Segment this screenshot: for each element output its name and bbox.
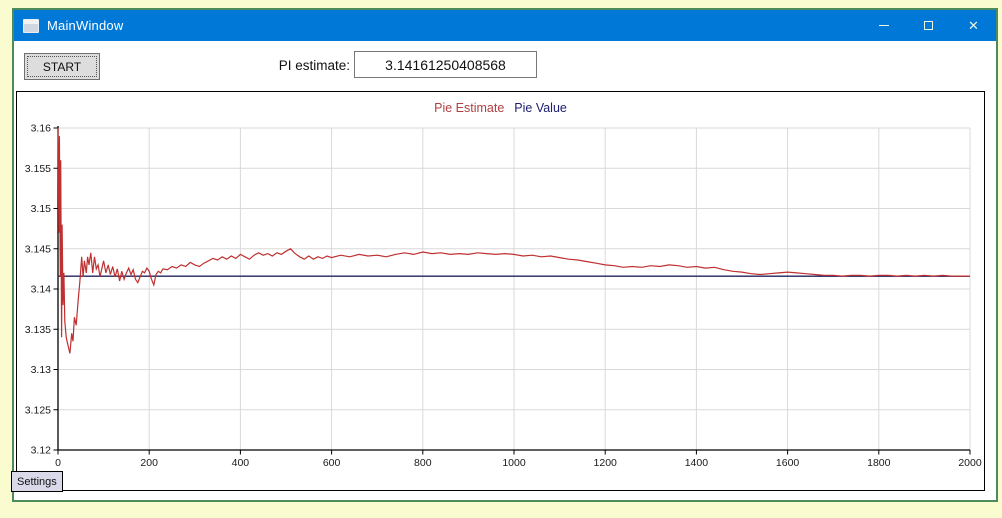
chart-legend: Pie Estimate Pie Value <box>17 101 984 115</box>
legend-pie-value: Pie Value <box>514 101 567 115</box>
svg-text:1800: 1800 <box>867 457 891 469</box>
window-title: MainWindow <box>47 18 124 33</box>
svg-text:400: 400 <box>232 457 250 469</box>
app-icon <box>23 18 39 33</box>
svg-text:3.16: 3.16 <box>31 123 52 135</box>
svg-text:3.145: 3.145 <box>25 243 51 255</box>
svg-text:3.135: 3.135 <box>25 324 51 336</box>
minimize-icon <box>878 25 889 26</box>
svg-text:3.13: 3.13 <box>31 364 52 376</box>
svg-text:3.125: 3.125 <box>25 404 51 416</box>
svg-text:800: 800 <box>414 457 432 469</box>
svg-text:1400: 1400 <box>685 457 709 469</box>
close-icon: ✕ <box>968 18 979 33</box>
maximize-button[interactable] <box>906 10 951 41</box>
tab-settings[interactable]: Settings <box>11 471 63 492</box>
legend-pie-estimate: Pie Estimate <box>434 101 505 115</box>
svg-text:2000: 2000 <box>958 457 982 469</box>
close-button[interactable]: ✕ <box>951 10 996 41</box>
svg-text:600: 600 <box>323 457 341 469</box>
pi-estimate-field[interactable] <box>354 51 537 78</box>
pi-estimate-label: PI estimate: <box>278 58 350 73</box>
title-bar[interactable]: MainWindow ✕ <box>14 10 996 41</box>
series-pie-estimate <box>57 127 970 354</box>
tab-settings-label: Settings <box>17 475 57 488</box>
svg-text:3.155: 3.155 <box>25 163 51 175</box>
svg-text:0: 0 <box>55 457 61 469</box>
svg-text:3.12: 3.12 <box>31 445 52 457</box>
controls-row: START PI estimate: <box>14 41 996 93</box>
start-button-label: START <box>42 59 82 74</box>
svg-text:3.14: 3.14 <box>31 284 52 296</box>
maximize-icon <box>924 21 933 30</box>
svg-text:1000: 1000 <box>502 457 526 469</box>
start-button[interactable]: START <box>24 53 100 80</box>
minimize-button[interactable] <box>861 10 906 41</box>
svg-text:200: 200 <box>140 457 158 469</box>
svg-text:1600: 1600 <box>776 457 800 469</box>
svg-text:3.15: 3.15 <box>31 203 52 215</box>
chart-svg: 3.12 3.125 3.13 3.135 3.14 3.145 3.15 3.155 3.16… <box>25 123 982 470</box>
chart-panel: 3.12 3.125 3.13 3.135 3.14 3.145 3.15 3.155 3.16… <box>16 91 985 491</box>
main-window: MainWindow ✕ START PI estimate: 3.123.12… <box>11 8 998 502</box>
svg-text:1200: 1200 <box>594 457 618 469</box>
